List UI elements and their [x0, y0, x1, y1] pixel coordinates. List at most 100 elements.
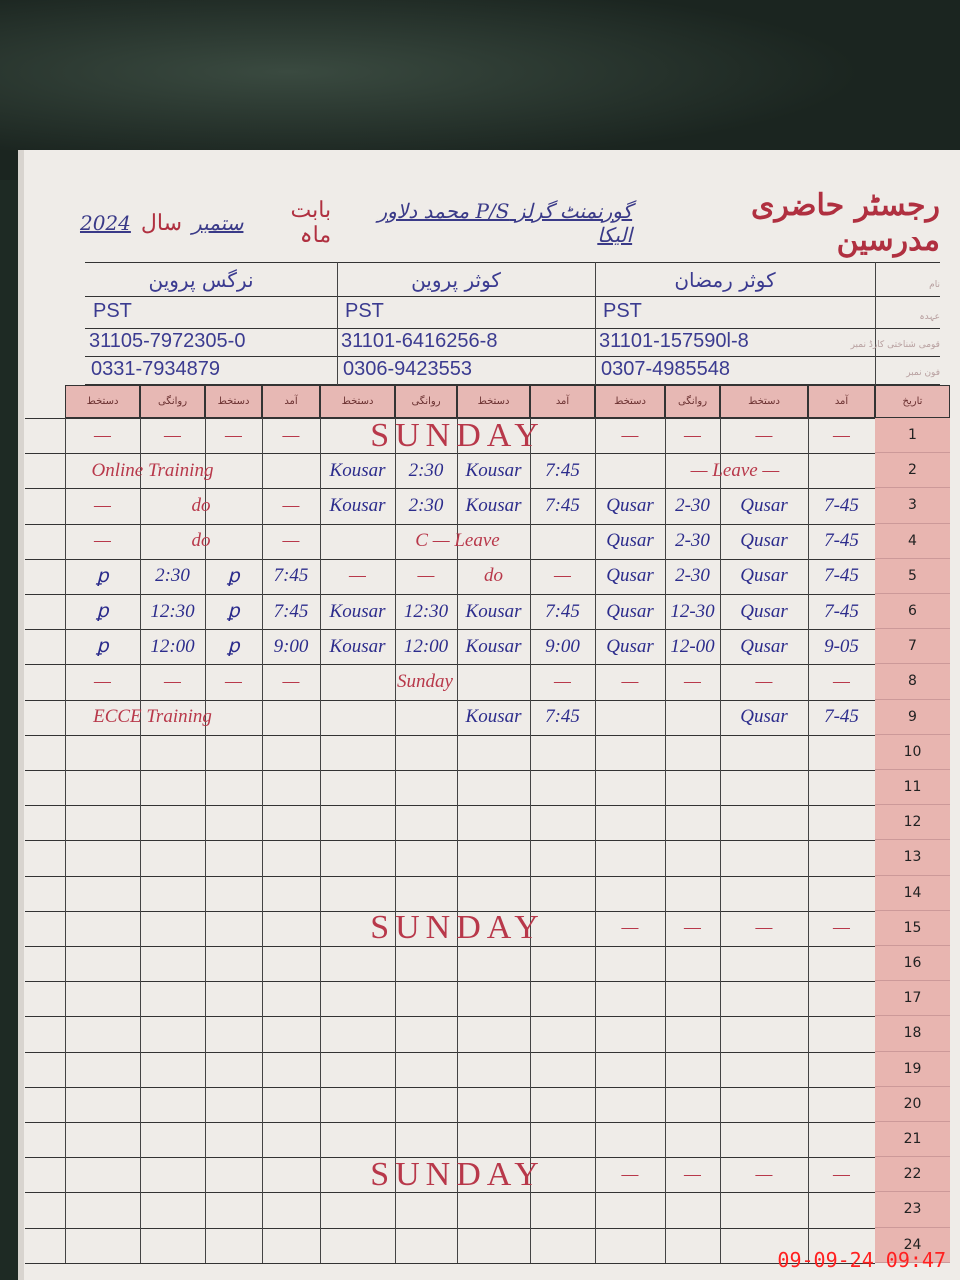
attendance-entry: 7:45 [545, 706, 580, 728]
date-cell: 9 [875, 699, 950, 735]
attendance-entry: — [94, 494, 111, 516]
attendance-entry: — Leave — [690, 459, 780, 481]
month-value: ستمبر [192, 211, 244, 235]
row-line [25, 1016, 875, 1018]
column-line [720, 418, 721, 1263]
attendance-entry: 7-45 [824, 600, 859, 622]
date-cell: 1 [875, 418, 950, 454]
attendance-entry: 12-30 [670, 600, 715, 622]
attendance-entry: Qusar [740, 600, 788, 622]
date-cell: 20 [875, 1086, 950, 1122]
attendance-entry: 7-45 [824, 494, 859, 516]
row-line [25, 981, 875, 983]
row-line [25, 1086, 875, 1088]
year-label: سال [140, 210, 183, 236]
row-line [25, 910, 875, 912]
attendance-entry: Online Training [91, 459, 214, 481]
column-header: دستخط [595, 385, 665, 418]
date-cell: 11 [875, 770, 950, 806]
divider [85, 384, 940, 385]
attendance-entry: SUNDAY [370, 909, 545, 947]
row-line [25, 1051, 875, 1053]
row-line [25, 664, 875, 666]
attendance-entry: — [94, 530, 111, 552]
date-cell: 14 [875, 875, 950, 911]
teacher-designation: PST [345, 300, 384, 322]
attendance-entry: 7-45 [824, 565, 859, 587]
attendance-entry: — [225, 424, 242, 446]
signature-mark: ꝑ [96, 565, 109, 587]
attendance-entry: — [282, 670, 300, 692]
column-header-date: تاریخ [875, 385, 950, 418]
attendance-entry: Kousar [329, 635, 386, 657]
date-cell: 15 [875, 910, 950, 946]
empty-cell [25, 911, 280, 946]
attendance-entry: Qusar [606, 565, 654, 587]
divider [85, 296, 940, 297]
teacher-name: کوثر پروین [411, 268, 501, 292]
divider [85, 356, 940, 357]
row-line [25, 946, 875, 947]
column-line [262, 418, 263, 1263]
attendance-entry: 12-00 [670, 635, 715, 657]
row-label-designation: عہدہ [919, 312, 940, 322]
date-cell: 10 [875, 734, 950, 770]
attendance-entry: 9:00 [273, 635, 309, 657]
row-line [25, 1262, 875, 1264]
attendance-entry: Kousar [465, 635, 522, 657]
column-line [808, 418, 809, 1263]
signature-mark: ꝑ [96, 601, 109, 623]
attendance-entry: Qusar [740, 635, 788, 657]
attendance-entry: C — Leave [415, 530, 500, 552]
attendance-entry: — [282, 424, 300, 446]
signature-mark: ꝑ [96, 636, 109, 658]
row-line [25, 875, 875, 877]
column-line [395, 418, 396, 1263]
register-page [18, 150, 960, 1280]
attendance-entry: Qusar [606, 530, 654, 552]
row-line [25, 523, 875, 525]
attendance-entry: 12:30 [403, 600, 449, 622]
column-line [457, 418, 458, 1263]
divider [85, 328, 940, 329]
attendance-entry: — [833, 670, 850, 692]
signature-mark: ꝑ [227, 636, 240, 658]
attendance-entry: — [684, 670, 701, 692]
date-cell: 2 [875, 453, 950, 489]
row-line [25, 418, 875, 419]
column-line [140, 418, 141, 1263]
row-line [25, 488, 875, 490]
column-header: آمد [262, 385, 320, 418]
divider [337, 262, 338, 385]
attendance-entry: — [417, 565, 435, 587]
row-label-name: نام [929, 280, 940, 290]
date-cell: 13 [875, 840, 950, 876]
attendance-entry: — [755, 424, 773, 446]
row-line [25, 1157, 875, 1159]
column-header: دستخط [65, 385, 140, 418]
attendance-entry: Qusar [740, 706, 788, 728]
empty-cell [595, 700, 720, 735]
row-line [25, 1192, 875, 1194]
row-line [25, 734, 875, 736]
date-cell: 4 [875, 523, 950, 559]
register-title: رجسٹر حاضری مدرسین گورنمنٹ گرلز P/S محمد… [80, 188, 940, 258]
attendance-entry: Kousar [465, 600, 522, 622]
attendance-entry: — [833, 424, 850, 446]
date-cell: 18 [875, 1016, 950, 1052]
attendance-entry: — [833, 1163, 850, 1185]
attendance-entry: 7:45 [545, 600, 580, 622]
attendance-entry: — [282, 530, 300, 552]
attendance-entry: SUNDAY [370, 416, 545, 454]
camera-timestamp: 09-09-24 09:47 [777, 1248, 946, 1272]
teacher-phone: 0331-7934879 [91, 358, 221, 380]
date-cell: 16 [875, 946, 950, 982]
column-header: آمد [808, 385, 875, 418]
month-label: بابت ماہ [290, 198, 332, 248]
date-cell: 5 [875, 558, 950, 594]
teacher-designation: PST [93, 300, 132, 322]
attendance-entry: do [484, 565, 503, 587]
attendance-entry: do [191, 530, 211, 552]
attendance-entry: 7:45 [545, 459, 580, 481]
attendance-entry: 2-30 [675, 565, 710, 587]
